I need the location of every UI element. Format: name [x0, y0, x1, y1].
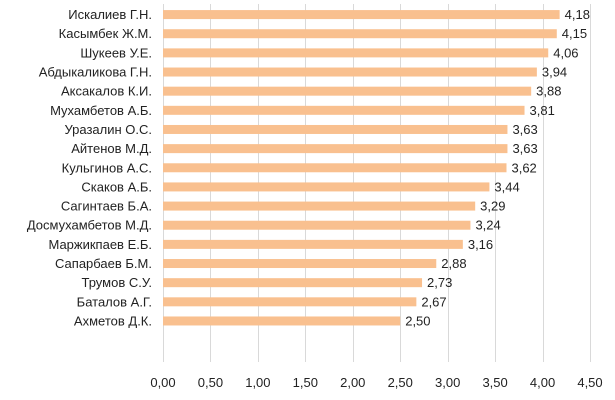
bar [163, 105, 525, 115]
category-label: Трумов С.У. [82, 275, 152, 290]
value-label: 3,88 [536, 84, 561, 99]
category-label: Ахметов Д.К. [74, 313, 152, 328]
x-tick-label: 1,00 [245, 375, 270, 390]
category-labels: Искалиев Г.Н. Касымбек Ж.М. Шукеев У.Е. Абд… [27, 7, 152, 328]
category-label: Маржикпаев Е.Б. [48, 237, 152, 252]
x-tick-label: 2,00 [340, 375, 365, 390]
bars [163, 10, 560, 326]
category-label: Искалиев Г.Н. [68, 7, 152, 22]
bar [163, 239, 463, 249]
bar [163, 297, 417, 307]
value-label: 2,67 [421, 294, 446, 309]
category-label: Уразалин О.С. [64, 122, 152, 137]
category-label: Досмухамбетов М.Д. [27, 218, 152, 233]
bar [163, 316, 401, 326]
value-label: 3,63 [512, 141, 537, 156]
category-label: Баталов А.Г. [77, 294, 152, 309]
x-tick-label: 0,00 [150, 375, 175, 390]
x-tick-label: 3,50 [482, 375, 507, 390]
bar [163, 124, 508, 134]
category-label: Аксакалов К.И. [61, 84, 152, 99]
x-tick-label: 1,50 [293, 375, 318, 390]
value-label: 3,44 [494, 179, 519, 194]
bar [163, 67, 537, 77]
value-label: 2,73 [427, 275, 452, 290]
category-label: Касымбек Ж.М. [59, 26, 152, 41]
value-label: 3,16 [468, 237, 493, 252]
bar [163, 182, 490, 192]
bar [163, 201, 476, 211]
bar [163, 259, 437, 269]
category-label: Шукеев У.Е. [80, 45, 152, 60]
value-label: 3,94 [542, 65, 567, 80]
bar [163, 163, 507, 173]
bar [163, 220, 471, 230]
value-labels: 4,18 4,15 4,06 3,94 3,88 3,81 3,63 3,63 3,62 3,44… [405, 7, 590, 328]
value-label: 2,50 [405, 313, 430, 328]
category-label: Айтенов М.Д. [71, 141, 152, 156]
value-label: 3,24 [475, 218, 500, 233]
x-tick-label: 0,50 [198, 375, 223, 390]
category-label: Сагинтаев Б.А. [61, 199, 152, 214]
bar [163, 29, 557, 39]
category-label: Скаков А.Б. [81, 179, 152, 194]
x-axis-tick-labels: 0,00 0,50 1,00 1,50 2,00 2,50 3,00 3,50 4,00 4,50 [150, 375, 602, 390]
x-tick-label: 4,00 [530, 375, 555, 390]
bar [163, 86, 532, 96]
category-label: Мухамбетов А.Б. [50, 103, 152, 118]
bar [163, 48, 549, 58]
bar [163, 144, 508, 154]
bar [163, 10, 560, 20]
value-label: 3,62 [511, 160, 536, 175]
x-tick-label: 2,50 [388, 375, 413, 390]
bar [163, 278, 423, 288]
value-label: 2,88 [441, 256, 466, 271]
category-label: Кульгинов А.С. [62, 160, 152, 175]
value-label: 4,15 [562, 26, 587, 41]
value-label: 3,81 [530, 103, 555, 118]
value-label: 3,29 [480, 199, 505, 214]
x-tick-label: 3,00 [435, 375, 460, 390]
category-label: Абдыкаликова Г.Н. [39, 65, 152, 80]
x-tick-label: 4,50 [577, 375, 602, 390]
value-label: 4,18 [565, 7, 590, 22]
value-label: 3,63 [512, 122, 537, 137]
category-label: Сапарбаев Б.М. [55, 256, 152, 271]
value-label: 4,06 [553, 45, 578, 60]
